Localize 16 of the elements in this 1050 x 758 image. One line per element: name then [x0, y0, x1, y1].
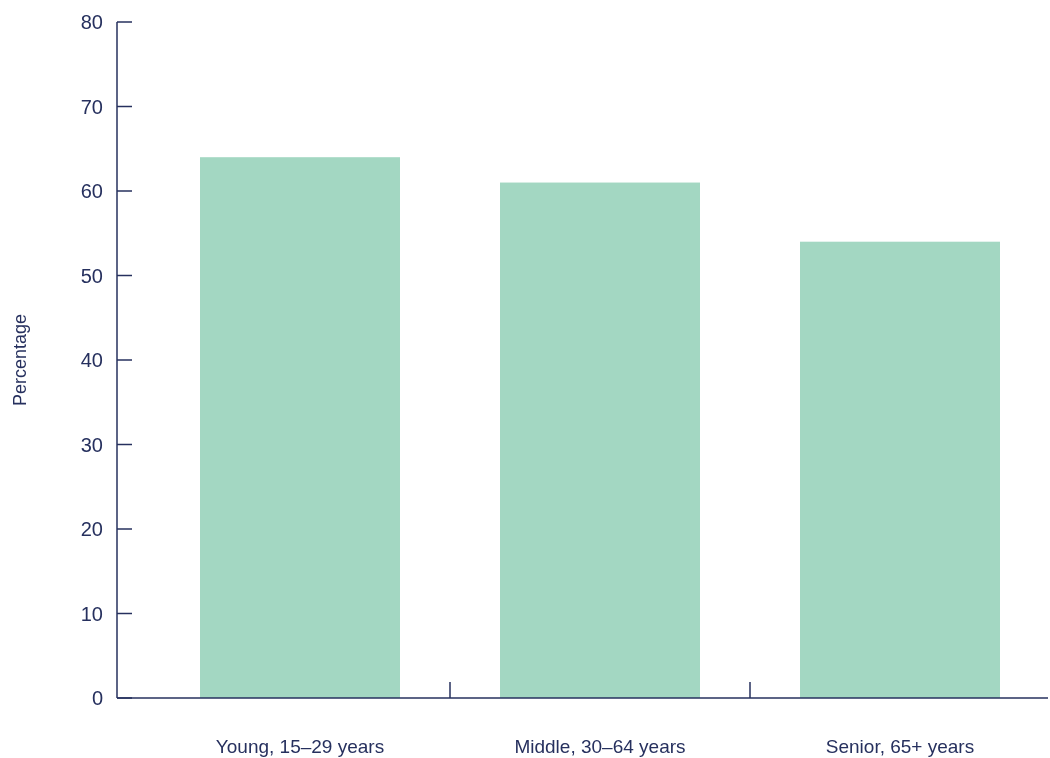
- y-tick-label: 50: [80, 264, 103, 287]
- bar: [800, 241, 1000, 698]
- x-tick-label: Senior, 65+ years: [825, 735, 975, 757]
- y-tick-label: 30: [80, 433, 103, 456]
- bar: [200, 157, 400, 698]
- y-tick-label: 60: [80, 180, 103, 202]
- bar: [500, 182, 700, 698]
- y-tick-label: 0: [91, 687, 103, 709]
- y-tick-label: 20: [80, 518, 103, 540]
- y-tick-label: 40: [80, 349, 103, 371]
- x-tick-label: Young, 15–29 years: [215, 735, 385, 757]
- x-tick-label: Middle, 30–64 years: [514, 735, 686, 757]
- y-axis-title: Percentage: [10, 313, 30, 407]
- y-tick-label: 70: [80, 95, 103, 118]
- y-tick-label: 80: [80, 11, 103, 33]
- y-tick-label: 10: [80, 602, 103, 625]
